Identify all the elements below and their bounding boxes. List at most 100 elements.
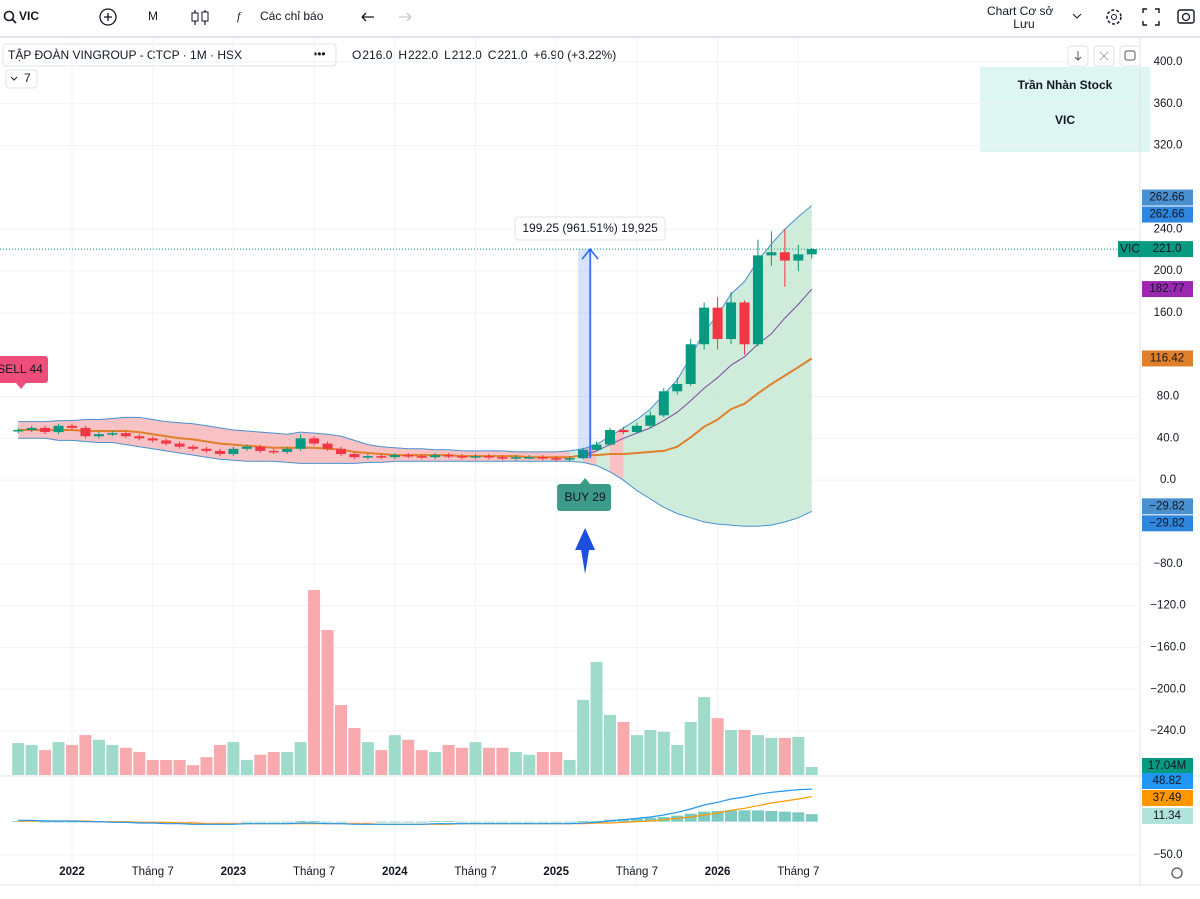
ma-value-label-box (1142, 281, 1193, 298)
candle-body (699, 307, 710, 345)
candle-body (295, 438, 306, 449)
candle-body (67, 425, 77, 428)
macd-histogram (482, 821, 495, 823)
pane-button[interactable] (1119, 45, 1141, 67)
volume-value-label-box (1142, 758, 1193, 774)
candle-body (672, 383, 683, 392)
sell-label-box (0, 356, 48, 383)
volume-bar (39, 750, 52, 775)
band-fill (717, 294, 732, 526)
macd-histogram (630, 818, 643, 822)
pane-button (1074, 51, 1082, 61)
y-tick-label: −50.0 (1153, 849, 1182, 861)
volume-bar (119, 747, 132, 775)
legend-value: 212.0 (452, 48, 482, 62)
candle-body (336, 448, 346, 455)
macd-histogram (550, 821, 563, 823)
axis-settings[interactable] (1171, 867, 1183, 879)
lower-value-label-box (1142, 515, 1193, 532)
watermark-author: Trần Nhàn Stock (1018, 78, 1113, 92)
macd-histogram (792, 812, 805, 822)
y-tick-label: 0.0 (1160, 474, 1176, 486)
more[interactable]: ••• (313, 47, 326, 61)
band-fill (677, 356, 691, 518)
x-tick-label: 2022 (59, 866, 85, 878)
collapse-icon (10, 76, 18, 81)
volume-bar (106, 744, 119, 775)
band-lower (18, 437, 813, 527)
layout-name[interactable]: Chart Cơ sở (987, 4, 1054, 18)
volume-bar (254, 754, 267, 775)
symbol[interactable]: VIC (19, 9, 39, 23)
candle-body (309, 438, 320, 444)
macd-histogram (617, 819, 630, 822)
volume-bar (657, 731, 670, 775)
candle-body (591, 444, 602, 450)
macd-histogram (523, 821, 536, 823)
volume-bar (213, 744, 226, 775)
redo[interactable] (399, 12, 412, 22)
upper-value-label-box (1142, 189, 1193, 206)
volume-bar (630, 735, 643, 775)
candle-body (685, 344, 696, 384)
macd-histogram (254, 821, 267, 823)
search-icon (11, 18, 17, 24)
macd-histogram (778, 811, 791, 822)
band-basis (18, 357, 813, 459)
volume-bar (805, 766, 818, 775)
sell-label-box (16, 383, 26, 389)
undo[interactable] (361, 12, 374, 22)
volume-bar (590, 661, 603, 775)
volume-bar (25, 744, 38, 775)
buy-label: BUY 29 (565, 490, 606, 504)
x-tick-label: 2025 (543, 866, 569, 878)
volume-bar (200, 757, 213, 775)
legend-key: O (352, 48, 361, 62)
fullscreen[interactable] (1142, 8, 1160, 26)
interval[interactable]: M (148, 9, 158, 23)
settings[interactable] (1106, 9, 1122, 25)
candle-body (712, 307, 723, 340)
x-tick-label: 2024 (382, 866, 408, 878)
snapshot[interactable] (1177, 9, 1195, 24)
x-tick-label: Tháng 7 (132, 866, 174, 878)
macd-histogram (765, 811, 778, 822)
candle-body (618, 429, 629, 433)
add-icon[interactable] (99, 8, 117, 26)
legend-key: L (444, 48, 451, 62)
band-fill (784, 216, 799, 522)
macd-histogram (496, 821, 509, 823)
dropdown[interactable] (1072, 13, 1082, 19)
candle-body (268, 450, 279, 453)
volume-bar (133, 751, 146, 775)
ma-value-label: 182.77 (1149, 283, 1184, 295)
volume-bar (751, 735, 764, 775)
x-tick-label: Tháng 7 (616, 866, 658, 878)
y-tick-label: 360.0 (1154, 98, 1183, 110)
candle-body (282, 448, 293, 452)
macd-histogram (805, 814, 818, 822)
settings (1111, 14, 1117, 20)
save-label[interactable]: Lưu (1013, 17, 1034, 31)
volume-bar (456, 747, 469, 775)
legend-box[interactable] (2, 43, 337, 67)
add-icon (104, 13, 112, 21)
collapse-button[interactable] (5, 69, 38, 89)
candle-body (766, 252, 777, 256)
macd-histogram (698, 811, 711, 822)
candle-body (389, 455, 400, 458)
candle-body (793, 254, 804, 261)
histogram-value-label: 11.34 (1153, 810, 1182, 822)
volume-bar (415, 750, 428, 775)
macd-histogram (725, 810, 738, 822)
search-icon[interactable] (3, 10, 15, 22)
volume-bar (187, 765, 200, 775)
candle-body (349, 454, 360, 458)
macd-histogram (66, 821, 78, 823)
indicators[interactable]: Các chỉ báo (260, 9, 324, 23)
toolbar: VIC M f Các chỉ báo Chart Cơ sở Lưu (0, 4, 1200, 38)
candle-body (551, 458, 562, 460)
legend-value: 216.0 (362, 48, 392, 62)
candle-body (107, 433, 118, 435)
lower-value-label-box (1142, 498, 1193, 515)
